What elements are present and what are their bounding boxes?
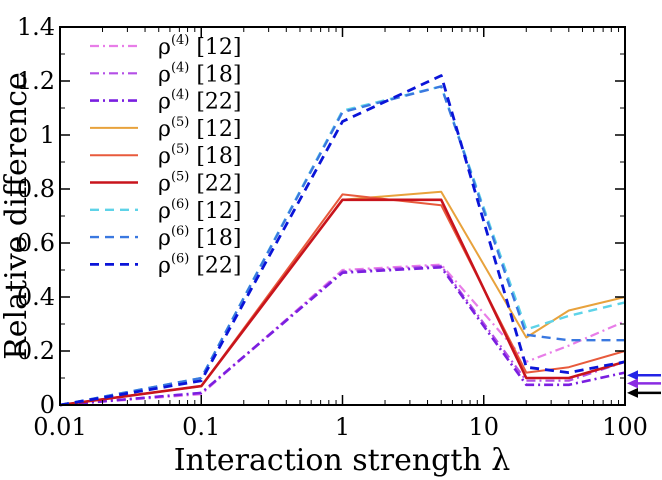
legend-label-3: ρ(4) [22]	[158, 88, 242, 115]
series-line-6	[59, 198, 626, 407]
y-tick-label: 0.8	[17, 175, 55, 203]
plot-lines	[59, 74, 626, 407]
legend-label-5: ρ(5) [18]	[158, 142, 242, 169]
x-tick-label: 100	[602, 413, 648, 441]
series-line-1	[59, 263, 626, 407]
series-line-5	[59, 193, 626, 406]
y-tick-label: 0.4	[17, 283, 55, 311]
legend-label-8: ρ(6) [18]	[158, 224, 242, 251]
y-tick-label: 1.4	[17, 13, 55, 41]
series-line-8	[59, 85, 625, 407]
legend-label-6: ρ(5) [22]	[158, 170, 242, 197]
x-axis-label: Interaction strength λ	[174, 443, 511, 478]
y-tick-label: 0	[40, 391, 55, 419]
x-tick-label: 10	[468, 413, 499, 441]
y-tick-label: 1.2	[17, 67, 55, 95]
x-tick-label: 0.01	[33, 413, 86, 441]
series-line-4	[59, 190, 626, 406]
legend-label-1: ρ(4) [12]	[158, 33, 242, 60]
axis-tick-labels: 0.01 0.1 1 10 100 0 0.2 0.4 0.6 0.8 1 1.2 1.4	[17, 13, 648, 441]
y-tick-label: 0.6	[17, 229, 55, 257]
legend-label-4: ρ(5) [12]	[158, 115, 242, 142]
series-line-2	[59, 264, 626, 407]
x-tick-label: 1	[335, 413, 350, 441]
y-tick-label: 0.2	[17, 337, 55, 365]
x-tick-label: 0.1	[182, 413, 220, 441]
legend-label-2: ρ(4) [18]	[158, 60, 242, 87]
plot-frame	[59, 26, 626, 406]
series-line-3	[59, 265, 626, 407]
y-axis-label: Relative difference	[0, 72, 34, 360]
legend-label-7: ρ(6) [12]	[158, 197, 242, 224]
right-arrow-head-2	[627, 378, 638, 389]
right-arrow-head-1	[627, 370, 638, 381]
legend-label-9: ρ(6) [22]	[158, 251, 242, 278]
legend: ρ(4) [12]ρ(4) [18]ρ(4) [22]ρ(5) [12]ρ(5)…	[90, 33, 242, 278]
right-arrow-head-3	[627, 387, 638, 398]
right-arrows	[627, 370, 661, 398]
series-line-9	[59, 74, 626, 407]
y-tick-label: 1	[40, 121, 55, 149]
axis-ticks	[59, 26, 626, 406]
